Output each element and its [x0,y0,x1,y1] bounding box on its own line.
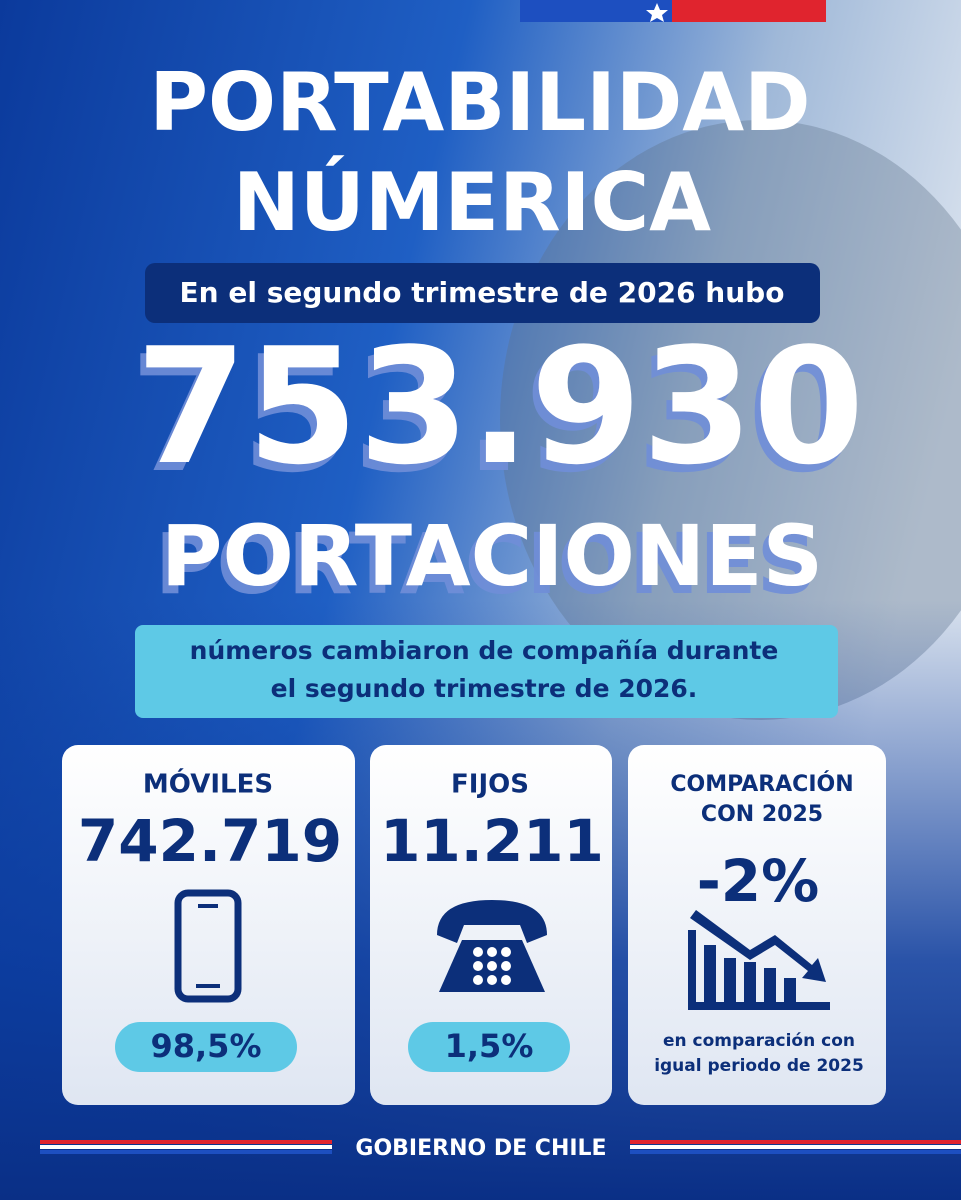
flag-star [646,3,668,22]
card-value: 742.719 [78,807,342,875]
title: PORTABILIDAD NÚMERICA [149,56,810,249]
card-title: FIJOS [451,770,529,800]
mobile-icon [174,889,242,1003]
card-share: 1,5% [445,1027,534,1065]
description-box [135,625,838,718]
headline-number: 753.930 [136,313,865,500]
card-title: MÓVILES [143,768,273,800]
card-title: COMPARACIÓN [670,771,853,797]
card-title: CON 2025 [701,802,823,827]
headline-unit: PORTACIONES [161,507,823,605]
card [628,745,886,1105]
card-share: 98,5% [150,1027,261,1065]
card-value: 11.211 [380,807,604,875]
footer-label: GOBIERNO DE CHILE [355,1136,606,1161]
title-line: PORTABILIDAD [149,56,810,149]
card [62,745,355,1105]
title-line: NÚMERICA [233,155,711,249]
footer-stripes [40,1140,961,1154]
share-pill [408,1022,570,1072]
card-note: en comparación con igual periodo de 2025 [654,1031,864,1076]
intro-text: En el segundo trimestre de 2026 hubo [180,276,785,309]
decline-icon [688,910,830,1010]
description: números cambiaron de compañía durante el… [190,636,779,703]
flag-blue [520,0,672,22]
description-line: números cambiaron de compañía durante [190,636,779,665]
description-line: el segundo trimestre de 2026. [271,674,698,703]
intro-box [145,263,820,323]
flag-red [672,0,826,22]
card-note-line: igual periodo de 2025 [654,1056,864,1076]
landline-keys [473,947,511,985]
share-pill [115,1022,297,1072]
card-value: -2% [697,847,820,915]
card-note-line: en comparación con [663,1031,855,1051]
